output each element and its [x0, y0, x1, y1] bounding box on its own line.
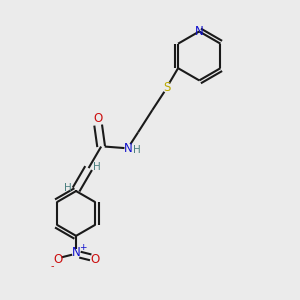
Text: O: O — [94, 112, 103, 125]
Text: N: N — [195, 25, 204, 38]
Text: -: - — [50, 261, 54, 271]
Text: N: N — [72, 246, 80, 259]
Text: N: N — [124, 142, 132, 154]
Text: H: H — [64, 183, 72, 193]
Text: O: O — [53, 253, 62, 266]
Text: +: + — [79, 243, 86, 252]
Text: H: H — [93, 162, 101, 172]
Text: O: O — [90, 253, 99, 266]
Text: H: H — [133, 146, 140, 155]
Text: S: S — [163, 81, 170, 94]
